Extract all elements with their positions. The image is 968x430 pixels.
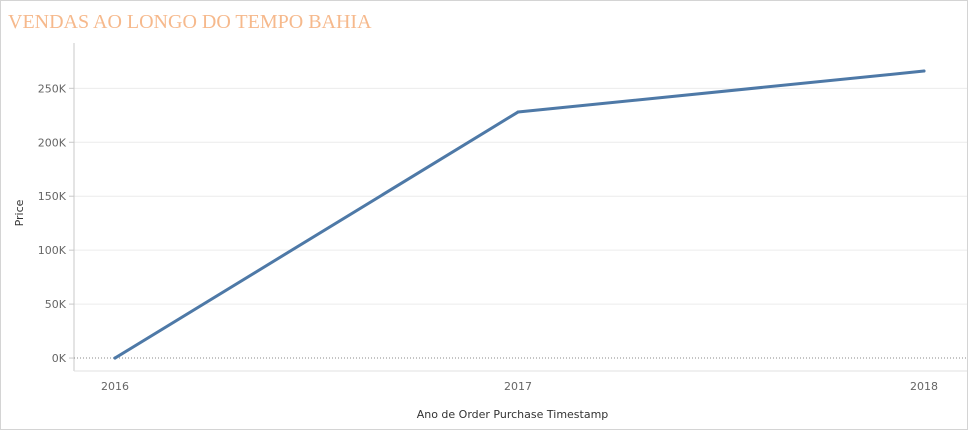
y-axis-ticks: 0K 50K 100K 150K 200K 250K <box>38 82 74 365</box>
y-tick-label: 50K <box>45 298 67 311</box>
y-axis-title: Price <box>13 199 26 226</box>
x-axis-ticks: 2016 2017 2018 <box>101 380 938 393</box>
x-tick-label: 2016 <box>101 380 129 393</box>
y-tick-label: 250K <box>38 82 67 95</box>
x-axis-title: Ano de Order Purchase Timestamp <box>417 408 609 421</box>
y-tick-label: 0K <box>52 352 67 365</box>
x-tick-label: 2017 <box>504 380 532 393</box>
data-point[interactable] <box>516 110 520 114</box>
chart-title: VENDAS AO LONGO DO TEMPO BAHIA <box>8 11 372 33</box>
series-line <box>113 69 926 360</box>
gridlines <box>74 87 967 305</box>
data-point[interactable] <box>922 69 926 73</box>
y-tick-label: 100K <box>38 244 67 257</box>
x-tick-label: 2018 <box>910 380 938 393</box>
data-point[interactable] <box>113 356 117 360</box>
y-tick-label: 200K <box>38 136 67 149</box>
y-tick-label: 150K <box>38 190 67 203</box>
series-layer <box>113 69 926 360</box>
